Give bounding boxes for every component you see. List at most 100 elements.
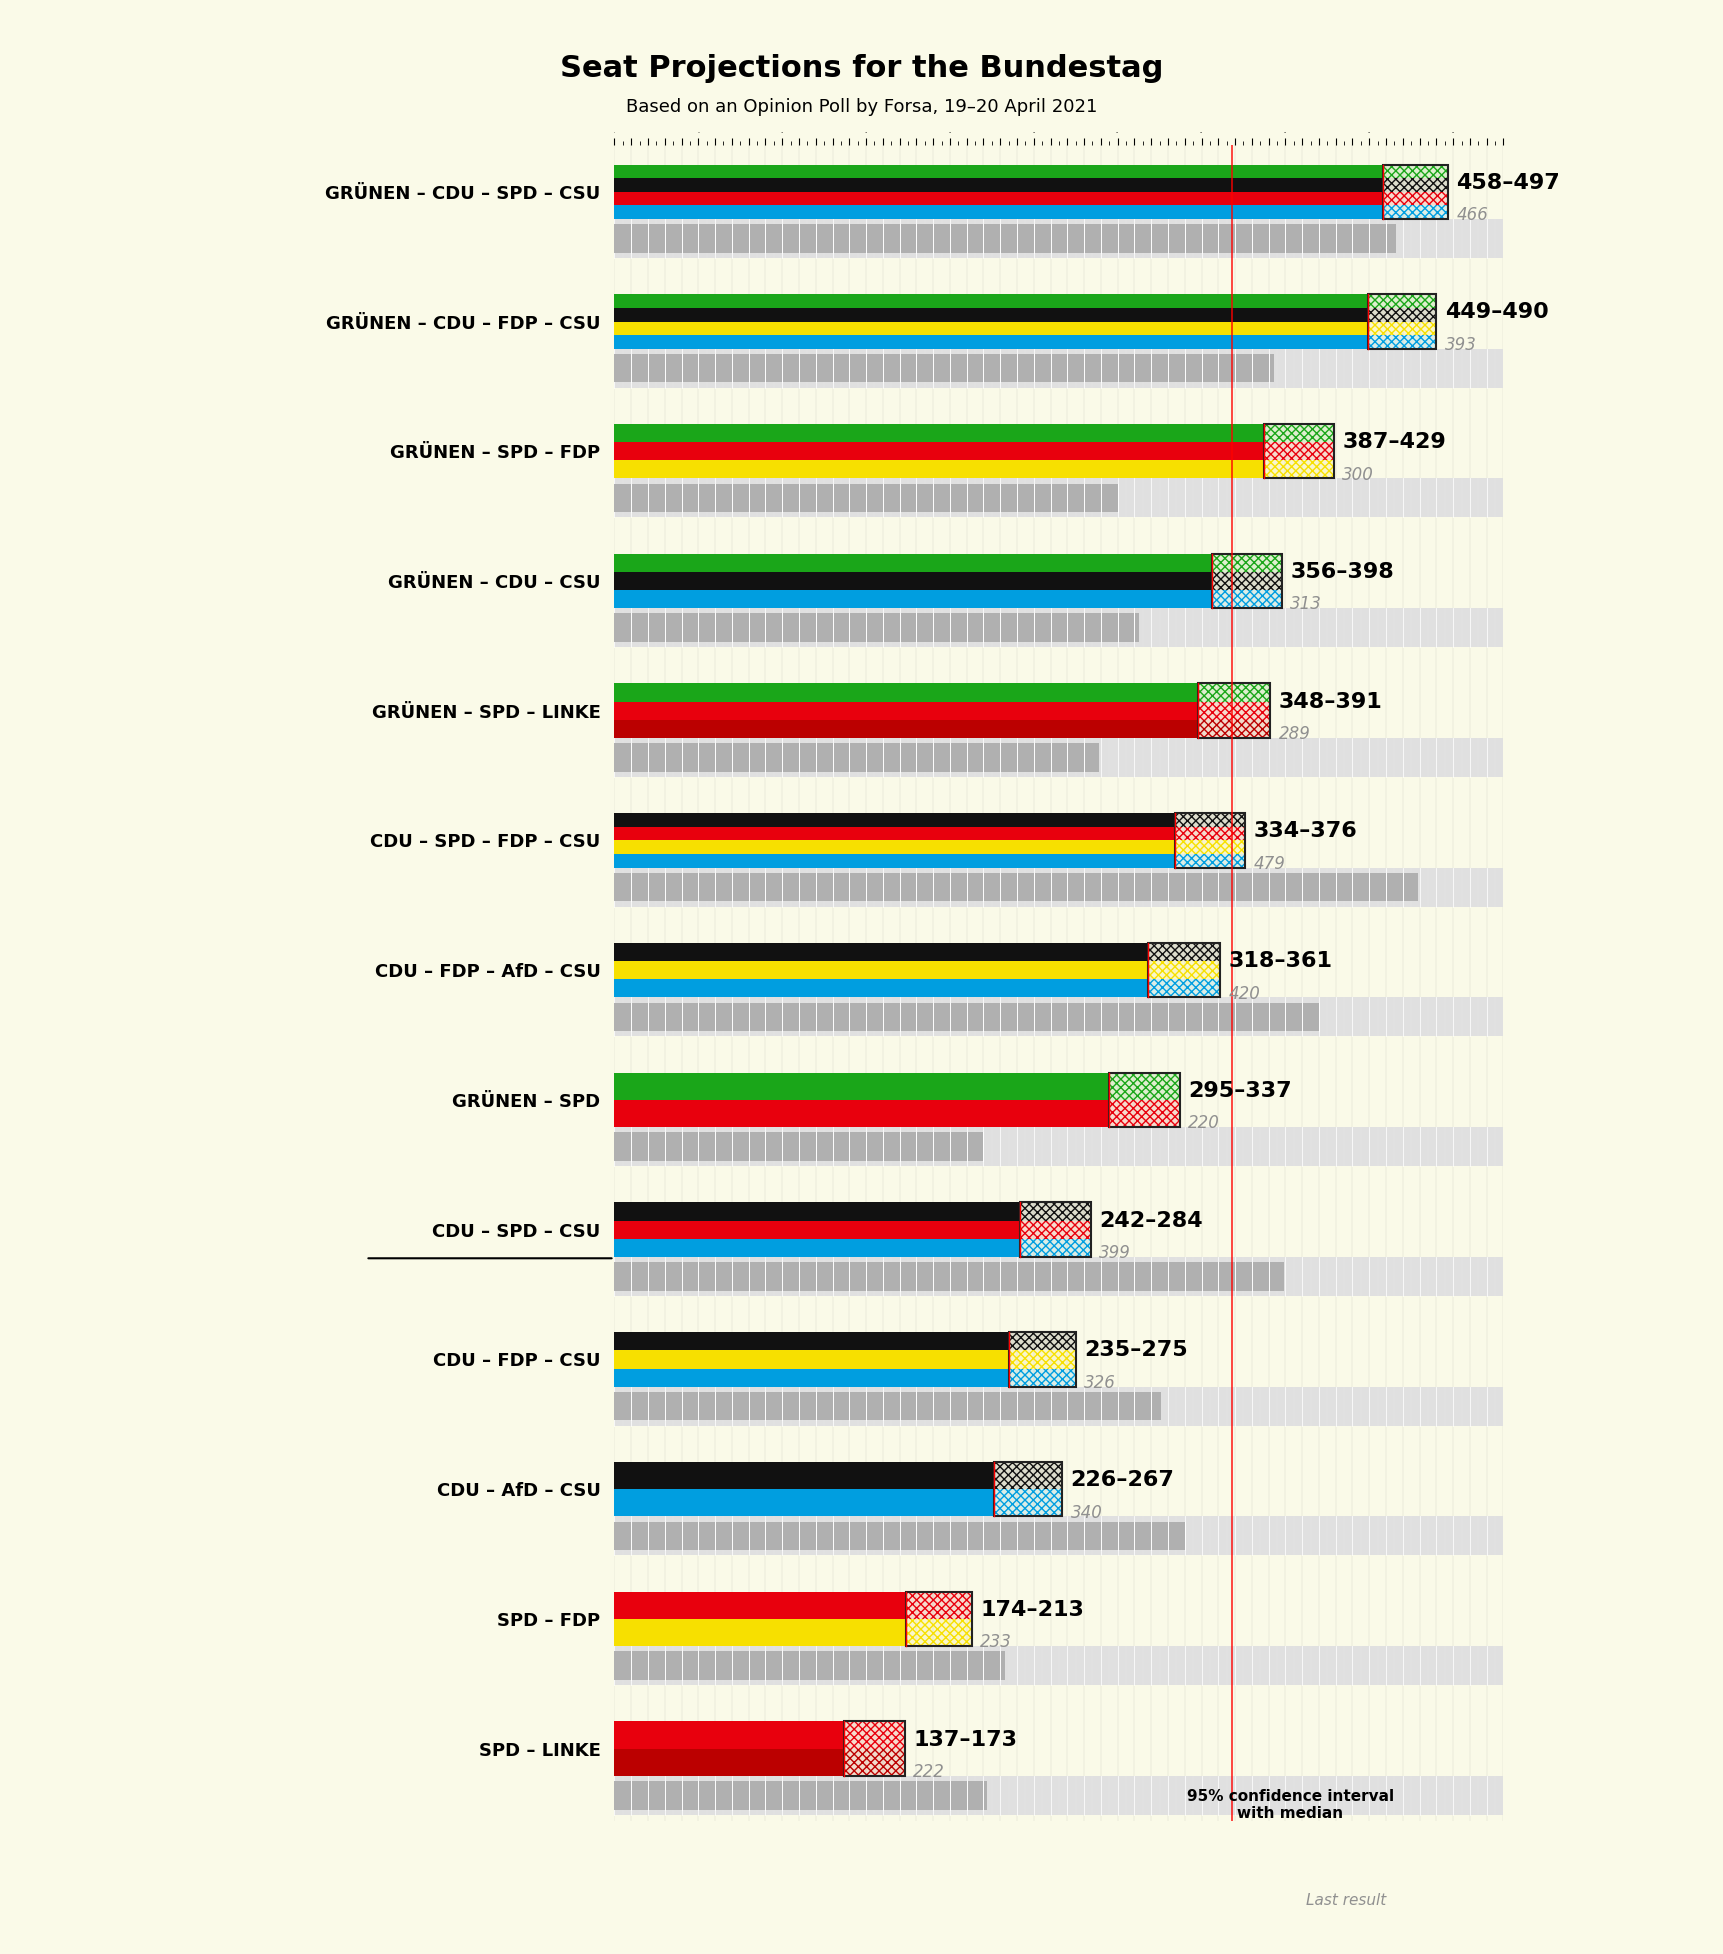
Bar (906, 1620, 972, 1645)
Text: 313: 313 (1291, 596, 1322, 614)
Bar (613, 813, 1173, 827)
Bar (613, 1620, 906, 1645)
Bar (1020, 1202, 1091, 1256)
Bar (1211, 573, 1282, 590)
Bar (613, 1368, 1008, 1387)
Bar (613, 1776, 1502, 1815)
Bar (613, 442, 1263, 461)
Bar (613, 1073, 1108, 1100)
Bar (1148, 944, 1220, 961)
Bar (1173, 827, 1244, 840)
Text: 242–284: 242–284 (1099, 1211, 1203, 1231)
Bar (613, 205, 1382, 219)
Bar (613, 479, 1502, 518)
Bar (613, 873, 1416, 901)
Bar (613, 322, 1366, 336)
Bar (1192, 1891, 1301, 1909)
Bar (1197, 701, 1270, 719)
Bar (613, 1100, 1108, 1127)
Bar (1382, 205, 1447, 219)
Bar (613, 424, 1263, 442)
Text: 348–391: 348–391 (1278, 692, 1382, 711)
Bar (1211, 553, 1282, 573)
Bar (613, 1749, 844, 1776)
Bar (1197, 684, 1270, 701)
Bar (1197, 701, 1270, 719)
Bar (1008, 1350, 1075, 1368)
Text: 300: 300 (1342, 465, 1373, 483)
Bar (1192, 1848, 1260, 1872)
Bar (1173, 827, 1244, 840)
Bar (1366, 295, 1435, 348)
Bar (613, 1593, 906, 1620)
Bar (906, 1593, 972, 1620)
Bar (613, 743, 1099, 772)
Bar (1211, 573, 1282, 590)
Bar (613, 1522, 1184, 1550)
Bar (1382, 178, 1447, 191)
Bar (906, 1620, 972, 1645)
Bar (1263, 461, 1334, 479)
Bar (613, 868, 1502, 907)
Bar (1382, 164, 1447, 178)
Bar (1263, 442, 1334, 461)
Bar (1020, 1221, 1091, 1239)
Bar (844, 1721, 905, 1776)
Text: Based on an Opinion Poll by Forsa, 19–20 April 2021: Based on an Opinion Poll by Forsa, 19–20… (625, 98, 1098, 117)
Bar (906, 1593, 972, 1620)
Bar (1197, 684, 1270, 739)
Text: 399: 399 (1099, 1245, 1130, 1262)
Bar (1382, 164, 1447, 178)
Text: 233: 233 (980, 1634, 1011, 1651)
Bar (613, 979, 1148, 997)
Bar (613, 309, 1366, 322)
Bar (613, 573, 1211, 590)
Bar (613, 178, 1382, 191)
Bar (1173, 813, 1244, 827)
Bar (1382, 191, 1447, 205)
Bar (1263, 424, 1334, 479)
Bar (1148, 979, 1220, 997)
Bar (613, 590, 1211, 608)
Bar (992, 1489, 1061, 1516)
Text: 420: 420 (1228, 985, 1260, 1002)
Bar (613, 164, 1382, 178)
Bar (613, 1462, 992, 1489)
Bar (1263, 424, 1334, 442)
Bar (613, 1651, 1005, 1680)
Bar (1173, 854, 1244, 868)
Bar (1108, 1073, 1179, 1127)
Text: 137–173: 137–173 (913, 1729, 1017, 1749)
Bar (1366, 322, 1435, 336)
Bar (1382, 164, 1447, 219)
Bar (1148, 979, 1220, 997)
Bar (1211, 590, 1282, 608)
Bar (613, 1202, 1020, 1221)
Bar (1173, 840, 1244, 854)
Bar (613, 1782, 986, 1809)
Bar (1173, 840, 1244, 854)
Bar (1108, 1073, 1179, 1100)
Bar (613, 348, 1502, 387)
Text: 174–213: 174–213 (980, 1600, 1084, 1620)
Bar (613, 553, 1211, 573)
Bar (992, 1462, 1061, 1489)
Bar (1366, 336, 1435, 348)
Bar (1008, 1368, 1075, 1387)
Bar (613, 1133, 982, 1161)
Bar (1366, 322, 1435, 336)
Bar (613, 1262, 1284, 1292)
Bar (1008, 1333, 1075, 1350)
Bar (1173, 813, 1244, 868)
Text: 326: 326 (1084, 1374, 1115, 1391)
Bar (1020, 1239, 1091, 1256)
Bar (1192, 1848, 1301, 1872)
Bar (613, 1489, 992, 1516)
Text: 289: 289 (1278, 725, 1309, 743)
Bar (613, 1127, 1502, 1167)
Text: 449–490: 449–490 (1444, 303, 1547, 322)
Bar (613, 1516, 1502, 1555)
Text: 340: 340 (1070, 1503, 1103, 1522)
Bar (1211, 553, 1282, 608)
Bar (1382, 205, 1447, 219)
